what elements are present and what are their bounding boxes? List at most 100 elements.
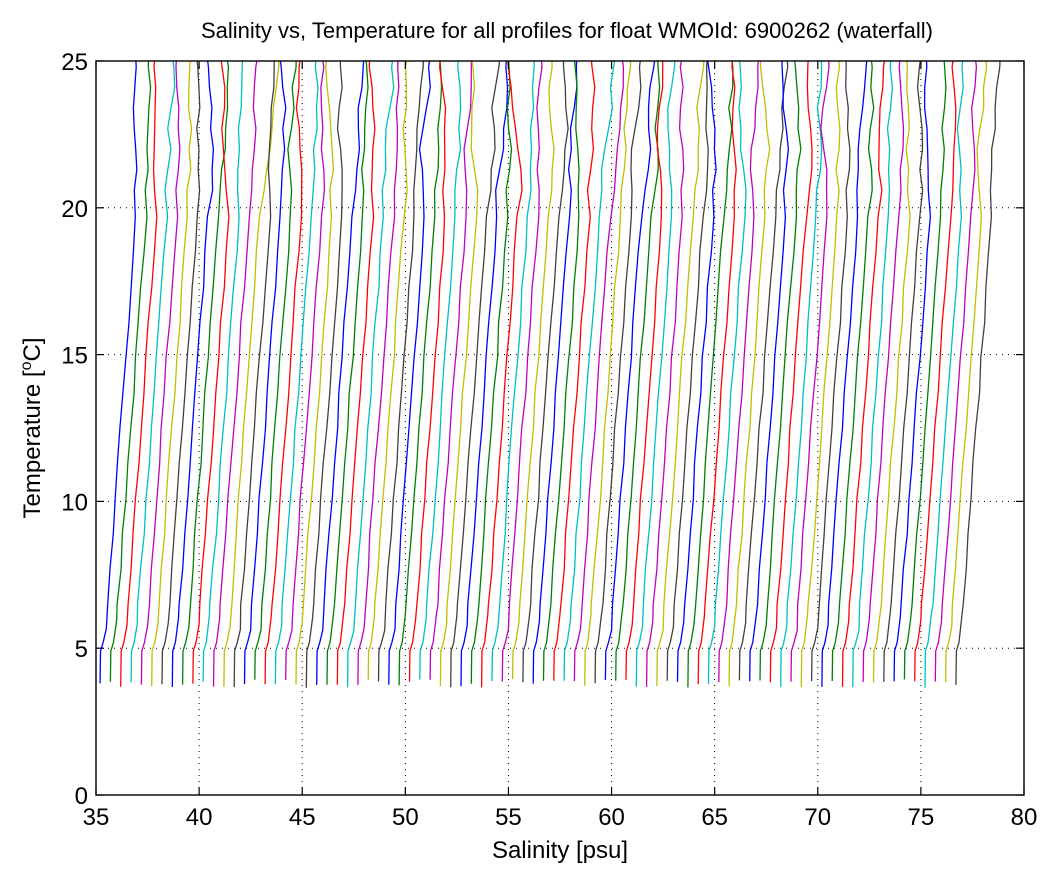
profile-line-27	[377, 61, 424, 682]
profile-line-65	[769, 61, 813, 683]
x-tick-label-0: 35	[83, 804, 110, 831]
y-axis-ticks: 0 5 10 15 20 25	[61, 49, 1024, 810]
profile-line-22	[326, 61, 369, 685]
profile-line-21	[316, 61, 365, 685]
profile-line-51	[625, 61, 664, 680]
profile-line-18	[285, 61, 326, 681]
profile-line-48	[594, 61, 642, 684]
profile-line-70	[821, 61, 868, 687]
profile-line-5	[151, 61, 193, 687]
profile-line-50	[615, 61, 661, 681]
profile-line-49	[604, 61, 656, 680]
profile-line-81	[934, 61, 978, 682]
profile-line-74	[862, 61, 905, 683]
x-tick-label-2: 45	[289, 804, 316, 831]
profile-line-16	[264, 61, 303, 685]
x-tick-label-3: 50	[392, 804, 419, 831]
profile-line-68	[800, 61, 841, 688]
grid-lines	[96, 61, 1024, 795]
y-tick-label-0: 0	[75, 783, 88, 810]
profile-line-67	[790, 61, 830, 682]
profile-line-4	[140, 61, 181, 685]
profile-line-10	[202, 61, 244, 682]
plot-frame	[95, 60, 1025, 796]
profile-line-82	[944, 61, 988, 683]
profile-line-39	[501, 61, 543, 682]
profile-line-45	[563, 61, 616, 681]
profile-line-7	[171, 61, 215, 688]
profile-line-1	[109, 61, 152, 682]
profile-line-46	[573, 61, 625, 682]
y-tick-label-2: 10	[61, 489, 88, 516]
profile-line-37	[480, 61, 523, 688]
profile-line-54	[656, 61, 705, 687]
x-axis-ticks: 35 40 45 50 55 60 65 70 75 80	[83, 61, 1038, 831]
profile-line-77	[893, 61, 932, 682]
profile-line-34	[450, 61, 501, 688]
profile-line-64	[759, 61, 802, 681]
x-tick-label-6: 65	[701, 804, 728, 831]
y-axis-label: Temperature [oC]	[18, 338, 46, 519]
chart-title: Salinity vs, Temperature for all profile…	[201, 18, 933, 43]
profile-line-19	[295, 61, 335, 685]
profile-line-3	[130, 61, 176, 683]
profile-line-28	[388, 61, 431, 685]
x-tick-label-4: 55	[495, 804, 522, 831]
profile-line-20	[305, 61, 343, 688]
profile-line-44	[553, 61, 596, 681]
profile-line-8	[181, 61, 230, 685]
profile-line-33	[439, 61, 479, 687]
profile-line-72	[841, 61, 886, 687]
profile-line-71	[831, 61, 875, 682]
profile-line-61	[728, 61, 771, 687]
profile-line-73	[852, 61, 894, 688]
profile-line-36	[470, 61, 513, 684]
profile-line-11	[212, 61, 258, 687]
y-axis-label-prefix: Temperature [	[19, 370, 46, 518]
profile-line-69	[810, 61, 851, 682]
profile-line-31	[419, 61, 462, 680]
profile-line-47	[584, 61, 632, 686]
y-tick-label-5: 25	[61, 49, 88, 76]
x-tick-label-5: 60	[598, 804, 625, 831]
profile-line-15	[254, 61, 297, 680]
profile-line-83	[955, 61, 1001, 685]
x-tick-label-7: 70	[804, 804, 831, 831]
profile-line-41	[522, 61, 569, 683]
y-tick-label-3: 15	[61, 343, 88, 370]
profile-line-24	[346, 61, 395, 688]
profile-line-62	[738, 61, 789, 681]
profile-line-53	[645, 61, 685, 687]
x-axis-label: Salinity [psu]	[492, 837, 628, 864]
x-tick-label-8: 75	[908, 804, 935, 831]
y-axis-label-superscript: o	[18, 361, 35, 370]
profile-line-38	[491, 61, 535, 682]
profile-line-6	[161, 61, 201, 685]
profile-line-56	[676, 61, 717, 682]
profile-line-60	[718, 61, 759, 683]
profile-line-29	[398, 61, 443, 686]
profile-line-30	[408, 61, 447, 682]
y-tick-label-1: 5	[75, 636, 88, 663]
profile-line-59	[707, 61, 747, 685]
profile-line-0	[99, 61, 138, 684]
profile-lines	[99, 61, 1001, 688]
profile-line-14	[243, 61, 287, 685]
profile-line-55	[666, 61, 709, 681]
x-tick-label-9: 80	[1011, 804, 1038, 831]
profile-line-12	[223, 61, 280, 688]
profile-line-13	[233, 61, 275, 688]
profile-line-23	[336, 61, 376, 685]
profile-line-78	[903, 61, 947, 680]
profile-line-52	[635, 61, 676, 687]
profile-line-75	[872, 61, 911, 683]
profile-line-80	[924, 61, 964, 688]
profile-line-35	[460, 61, 509, 687]
profile-line-32	[429, 61, 473, 680]
profile-line-58	[697, 61, 737, 685]
profile-line-66	[780, 61, 823, 688]
profile-line-43	[542, 61, 580, 681]
profile-line-57	[687, 61, 734, 688]
y-axis-label-suffix: C]	[19, 338, 46, 362]
profile-line-42	[532, 61, 578, 684]
